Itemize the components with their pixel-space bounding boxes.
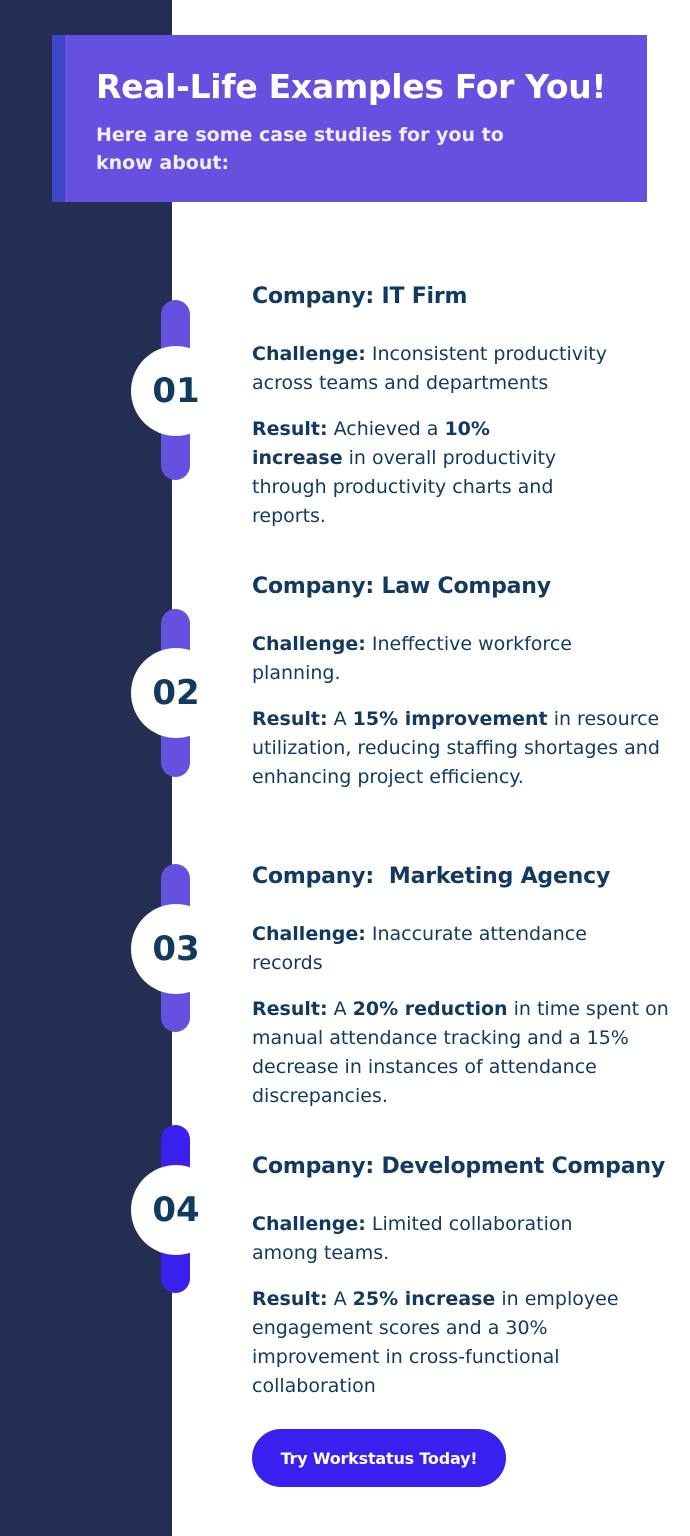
result-text-pre: Achieved a	[333, 418, 439, 440]
challenge-label: Challenge:	[252, 1213, 366, 1235]
result-text-pre: A	[333, 1288, 347, 1310]
challenge-label: Challenge:	[252, 343, 366, 365]
case-result-02: Result: A 15% improvement in resource ut…	[252, 705, 672, 792]
case-result-03: Result: A 20% reduction in time spent on…	[252, 995, 677, 1111]
result-text-pre: A	[333, 998, 347, 1020]
case-result-01: Result: Achieved a 10% increase in overa…	[252, 415, 587, 531]
result-highlight: 20% reduction	[352, 998, 508, 1020]
result-text-post: in overall productivity through producti…	[252, 447, 557, 527]
result-text-pre: A	[333, 708, 347, 730]
header-banner: Real-Life Examples For You! Here are som…	[52, 35, 647, 202]
company-label: Company:	[252, 574, 374, 599]
result-text-post: in time spent on manual attendance track…	[252, 998, 669, 1107]
challenge-label: Challenge:	[252, 923, 366, 945]
case-company-03: Company: Marketing Agency	[252, 862, 672, 892]
left-sidebar-panel	[0, 0, 172, 1536]
company-name: Law Company	[381, 574, 551, 599]
case-number-04: 04	[131, 1165, 221, 1255]
case-challenge-01: Challenge: Inconsistent productivity acr…	[252, 340, 652, 398]
case-company-01: Company: IT Firm	[252, 282, 672, 312]
case-challenge-04: Challenge: Limited collaboration among t…	[252, 1210, 632, 1268]
case-company-02: Company: Law Company	[252, 572, 672, 602]
company-label: Company:	[252, 1154, 374, 1179]
company-label: Company:	[252, 284, 374, 309]
case-result-04: Result: A 25% increase in employee engag…	[252, 1285, 652, 1401]
result-text-post: in resource utilization, reducing staffi…	[252, 708, 660, 788]
challenge-text: Inconsistent productivity across teams a…	[252, 343, 607, 394]
challenge-text: Limited collaboration among teams.	[252, 1213, 573, 1264]
case-number-02: 02	[131, 648, 221, 738]
result-label: Result:	[252, 708, 328, 730]
case-number-01: 01	[131, 346, 221, 436]
banner-accent-stripe	[52, 35, 65, 202]
case-study-04: Company: Development Company Challenge: …	[252, 1152, 672, 1401]
challenge-label: Challenge:	[252, 633, 366, 655]
result-highlight: 25% increase	[352, 1288, 496, 1310]
company-label: Company:	[252, 864, 374, 889]
result-text-post: in employee engagement scores and a 30% …	[252, 1288, 619, 1397]
case-study-03: Company: Marketing Agency Challenge: Ina…	[252, 862, 672, 1111]
result-label: Result:	[252, 418, 328, 440]
company-name: IT Firm	[381, 284, 468, 309]
result-label: Result:	[252, 998, 328, 1020]
case-company-04: Company: Development Company	[252, 1152, 672, 1182]
page-title: Real-Life Examples For You!	[96, 67, 607, 106]
case-study-01: Company: IT Firm Challenge: Inconsistent…	[252, 282, 672, 531]
page-subtitle: Here are some case studies for you to kn…	[96, 124, 504, 174]
company-name: Marketing Agency	[381, 864, 611, 889]
case-study-02: Company: Law Company Challenge: Ineffect…	[252, 572, 672, 792]
try-workstatus-button[interactable]: Try Workstatus Today!	[252, 1429, 506, 1487]
challenge-text: Ineffective workforce planning.	[252, 633, 572, 684]
case-challenge-02: Challenge: Ineffective workforce plannin…	[252, 630, 652, 688]
case-number-03: 03	[131, 904, 221, 994]
company-name: Development Company	[381, 1154, 665, 1179]
result-label: Result:	[252, 1288, 328, 1310]
result-highlight: 10% increase	[252, 418, 490, 469]
case-challenge-03: Challenge: Inaccurate attendance records	[252, 920, 652, 978]
challenge-text: Inaccurate attendance records	[252, 923, 587, 974]
result-highlight: 15% improvement	[352, 708, 548, 730]
